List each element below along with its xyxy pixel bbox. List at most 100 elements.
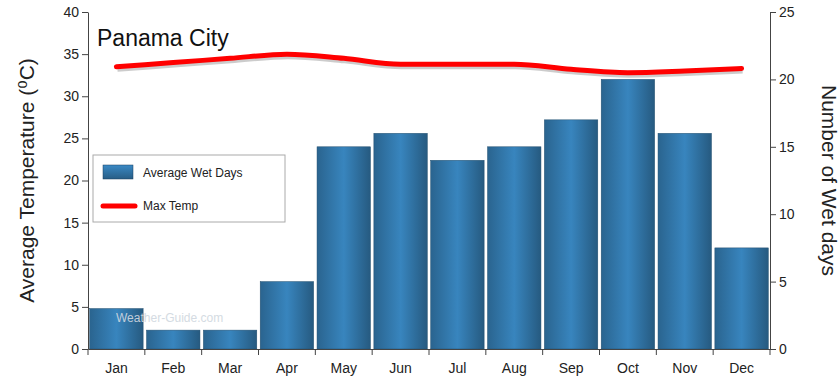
tick-label: Aug: [502, 360, 527, 376]
legend-label: Average Wet Days: [143, 166, 243, 180]
tick: 40: [63, 4, 88, 20]
separator: [599, 349, 600, 355]
tick: 10: [63, 257, 88, 273]
tick-mark: [82, 12, 88, 13]
tick-mark: [82, 307, 88, 308]
tick-label: 10: [63, 257, 79, 273]
tick-label: 25: [779, 4, 795, 20]
tick-mark: [82, 138, 88, 139]
tick-label: 25: [63, 130, 79, 146]
separator: [144, 349, 145, 355]
separator: [485, 349, 486, 355]
tick-label: Nov: [672, 360, 697, 376]
tick-label: Dec: [729, 360, 754, 376]
y2-axis: 0 5 10 15 20 25: [770, 4, 795, 357]
tick-mark: [82, 349, 88, 350]
tick-mark: [82, 54, 88, 55]
separator: [372, 349, 373, 355]
separator: [656, 349, 657, 355]
bar: [715, 248, 768, 349]
tick: 20: [770, 71, 795, 87]
tick-label: 15: [63, 215, 79, 231]
tick-label: 35: [63, 46, 79, 62]
tick: 25: [63, 130, 88, 146]
separator: [258, 349, 259, 355]
tick-label: Jul: [448, 360, 466, 376]
tick: 15: [63, 215, 88, 231]
tick: Aug: [502, 349, 527, 376]
tick-label: 15: [779, 139, 795, 155]
tick-mark: [770, 147, 776, 148]
tick-label: 40: [63, 4, 79, 20]
tick: Nov: [672, 349, 697, 376]
tick-label: 5: [71, 299, 79, 315]
bar: [431, 160, 484, 349]
chart: 0 5 10 15 20 25 30 35 40 0 5 10 15 20 25 Jan Feb Mar Apr Ma…: [0, 0, 840, 387]
tick-mark: [770, 214, 776, 215]
bar: [147, 330, 200, 349]
axis-line: [88, 13, 89, 350]
tick-mark: [82, 96, 88, 97]
separator: [429, 349, 430, 355]
legend-swatch: [103, 204, 135, 209]
tick-label: 0: [71, 341, 79, 357]
tick-mark: [770, 79, 776, 80]
tick-mark: [770, 282, 776, 283]
legend-label: Max Temp: [143, 199, 198, 213]
tick-label: 0: [779, 341, 787, 357]
tick: 35: [63, 46, 88, 62]
bar: [203, 330, 256, 349]
tick-label: Feb: [161, 360, 185, 376]
tick: 5: [770, 274, 787, 290]
tick-mark: [82, 223, 88, 224]
tick: Jul: [448, 349, 466, 376]
tick: 20: [63, 172, 88, 188]
separator: [542, 349, 543, 355]
tick-label: 20: [779, 71, 795, 87]
tick: 30: [63, 88, 88, 104]
tick: 25: [770, 4, 795, 20]
tick: Apr: [276, 349, 298, 376]
tick-mark: [770, 349, 776, 350]
tick-label: Sep: [559, 360, 584, 376]
bar: [260, 282, 313, 349]
bar: [317, 147, 370, 349]
tick-label: Jan: [105, 360, 128, 376]
separator: [315, 349, 316, 355]
tick: Jun: [389, 349, 412, 376]
tick: Dec: [729, 349, 754, 376]
separator: [713, 349, 714, 355]
marks: [90, 54, 769, 349]
tick: 0: [71, 341, 88, 357]
tick-label: Jun: [389, 360, 412, 376]
bar: [601, 79, 654, 349]
separator: [88, 349, 89, 355]
tick: Mar: [218, 349, 242, 376]
tick-label: 20: [63, 172, 79, 188]
x-axis: Jan Feb Mar Apr May Jun Jul Aug Sep Oct Nov Dec: [89, 349, 771, 376]
separator: [770, 349, 771, 355]
legend: Average Wet Days Max Temp: [93, 155, 285, 222]
title: Panama City: [97, 25, 229, 51]
tick-label: 10: [779, 206, 795, 222]
tick-mark: [82, 265, 88, 266]
legend-box: [93, 155, 285, 222]
tick: 0: [770, 341, 787, 357]
tick: Oct: [617, 349, 639, 376]
plot-area: 0 5 10 15 20 25 30 35 40 0 5 10 15 20 25 Jan Feb Mar Apr Ma…: [63, 4, 794, 376]
tick-mark: [82, 181, 88, 182]
y2-axis-title: Number of Wet days: [818, 85, 840, 276]
bar: [488, 147, 541, 349]
annotation: Weather-Guide.com: [116, 311, 223, 325]
tick-label: Apr: [276, 360, 298, 376]
tick-label: May: [331, 360, 357, 376]
tick-label: 5: [779, 274, 787, 290]
line: [116, 54, 741, 73]
tick-label: 30: [63, 88, 79, 104]
tick-mark: [770, 12, 776, 13]
bar: [658, 133, 711, 349]
bar: [374, 133, 427, 349]
y-axis-title: Average Temperature (⁰C): [15, 58, 38, 303]
tick: Sep: [559, 349, 584, 376]
tick: 15: [770, 139, 795, 155]
